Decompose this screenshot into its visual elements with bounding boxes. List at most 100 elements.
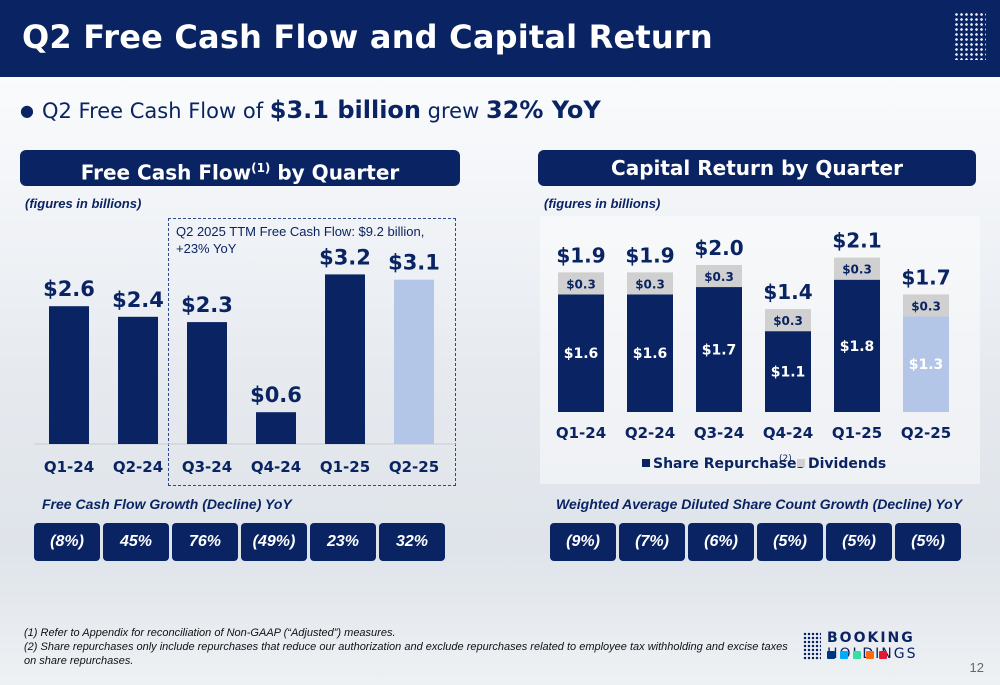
legend-dividends-label: Dividends — [808, 456, 886, 472]
dividend-value-label: $0.3 — [773, 314, 803, 328]
fcf-category-label: Q2-25 — [389, 458, 439, 476]
footnote-1: (1) Refer to Appendix for reconciliation… — [24, 627, 396, 639]
share-count-growth-row: (9%) (7%) (6%) (5%) (5%) (5%) — [550, 523, 961, 561]
growth-cell: (6%) — [688, 523, 754, 561]
total-value-label: $2.0 — [694, 236, 743, 260]
total-value-label: $1.7 — [901, 265, 950, 289]
fcf-bar-Q2-25 — [394, 279, 434, 444]
fcf-bar-Q4-24 — [256, 412, 296, 444]
dividend-value-label: $0.3 — [566, 277, 596, 291]
cr-category-label: Q1-25 — [832, 424, 882, 442]
legend-repurchases-swatch — [642, 459, 650, 467]
growth-cell: (8%) — [34, 523, 100, 561]
repurchase-value-label: $1.1 — [771, 365, 806, 381]
legend-repurchases-label: Share Repurchases — [653, 456, 805, 472]
fcf-value-label: $3.2 — [319, 245, 371, 269]
repurchase-bar-Q1-24 — [558, 294, 604, 412]
page-title: Q2 Free Cash Flow and Capital Return — [22, 18, 713, 56]
dividend-value-label: $0.3 — [842, 263, 872, 277]
brand-squares-icon — [827, 651, 887, 659]
fcf-bar-Q1-25 — [325, 274, 365, 444]
header-bar: Q2 Free Cash Flow and Capital Return — [0, 0, 1000, 77]
growth-cell: (5%) — [757, 523, 823, 561]
headline-bullet: ● Q2 Free Cash Flow of $3.1 billion grew … — [20, 96, 601, 124]
repurchase-bar-Q3-24 — [696, 287, 742, 412]
dividend-bar-Q1-25 — [834, 257, 880, 280]
dividend-value-label: $0.3 — [635, 277, 665, 291]
total-value-label: $1.9 — [625, 243, 674, 267]
logo-bold: BOOKING — [827, 630, 915, 646]
repurchase-bar-Q1-25 — [834, 279, 880, 412]
growth-cell: 76% — [172, 523, 238, 561]
dots-pattern-icon — [954, 12, 986, 60]
growth-cell: (49%) — [241, 523, 307, 561]
fcf-category-label: Q1-25 — [320, 458, 370, 476]
fcf-value-label: $0.6 — [250, 383, 302, 407]
fcf-title-text: Free Cash Flow — [80, 160, 252, 185]
footnote-2: (2) Share repurchases only include repur… — [24, 641, 788, 667]
bullet-icon: ● — [20, 101, 34, 120]
cr-category-label: Q2-25 — [901, 424, 951, 442]
logo-dot-grid-icon — [803, 632, 821, 660]
fcf-growth-row: (8%) 45% 76% (49%) 23% 32% — [34, 523, 445, 561]
booking-holdings-logo: BOOKING HOLDINGS — [803, 630, 988, 666]
cr-category-label: Q3-24 — [694, 424, 744, 442]
fcf-value-label: $2.4 — [112, 288, 164, 312]
growth-cell: 23% — [310, 523, 376, 561]
fcf-bar-Q2-24 — [118, 316, 158, 444]
cr-category-label: Q2-24 — [625, 424, 675, 442]
capital-return-stacked-chart: $1.6 $0.3 $1.9 Q1-24 $1.6 $0.3 $1.9 Q2-24 $1.7 $0… — [540, 216, 980, 484]
repurchase-bar-Q2-24 — [627, 294, 673, 412]
repurchase-value-label: $1.7 — [702, 343, 737, 359]
dividend-bar-Q2-25 — [903, 294, 949, 317]
page-number: 12 — [969, 660, 984, 675]
repurchase-value-label: $1.6 — [564, 346, 599, 362]
growth-cell: (5%) — [826, 523, 892, 561]
fcf-bar-Q1-24 — [49, 306, 89, 444]
fcf-title-suffix: by Quarter — [270, 160, 400, 185]
ttm-annotation: Q2 2025 TTM Free Cash Flow: $9.2 billion… — [176, 224, 425, 256]
growth-cell: 45% — [103, 523, 169, 561]
footnotes: (1) Refer to Appendix for reconciliation… — [24, 626, 794, 668]
fcf-value-label: $2.3 — [181, 293, 233, 317]
repurchase-value-label: $1.6 — [633, 346, 668, 362]
bullet-growth: 32% YoY — [485, 96, 601, 124]
legend-repurchases-sup: (2) — [779, 454, 792, 464]
cr-units-note: (figures in billions) — [544, 196, 661, 211]
ttm-dashed-box — [168, 218, 456, 486]
share-count-growth-label: Weighted Average Diluted Share Count Gro… — [556, 496, 963, 512]
fcf-panel-title: Free Cash Flow(1) by Quarter — [20, 150, 460, 186]
legend-dividends-swatch — [797, 459, 805, 467]
repurchase-value-label: $1.3 — [909, 357, 944, 373]
fcf-category-label: Q4-24 — [251, 458, 301, 476]
growth-cell: 32% — [379, 523, 445, 561]
fcf-bar-Q3-24 — [187, 322, 227, 444]
fcf-category-label: Q3-24 — [182, 458, 232, 476]
growth-cell: (7%) — [619, 523, 685, 561]
fcf-value-label: $2.6 — [43, 277, 95, 301]
dividend-bar-Q2-24 — [627, 272, 673, 295]
repurchase-value-label: $1.8 — [840, 339, 875, 355]
repurchase-bar-Q4-24 — [765, 331, 811, 412]
dividend-bar-Q3-24 — [696, 265, 742, 288]
fcf-category-label: Q2-24 — [113, 458, 163, 476]
bullet-middle: grew — [421, 99, 486, 123]
total-value-label: $1.4 — [763, 280, 812, 304]
growth-cell: (5%) — [895, 523, 961, 561]
dividend-bar-Q1-24 — [558, 272, 604, 295]
fcf-bar-chart: $2.6 Q1-24 $2.4 Q2-24 $2.3 Q3-24 $0.6 Q4-24 $3.2… — [34, 245, 456, 476]
dividend-value-label: $0.3 — [704, 270, 734, 284]
dividend-value-label: $0.3 — [911, 299, 941, 313]
fcf-growth-label: Free Cash Flow Growth (Decline) YoY — [42, 496, 292, 512]
fcf-category-label: Q1-24 — [44, 458, 94, 476]
fcf-value-label: $3.1 — [388, 251, 440, 275]
capital-return-panel-title: Capital Return by Quarter — [538, 150, 976, 186]
repurchase-bar-Q2-25 — [903, 316, 949, 412]
dividend-bar-Q4-24 — [765, 309, 811, 332]
total-value-label: $1.9 — [556, 243, 605, 267]
total-value-label: $2.1 — [832, 229, 881, 253]
bullet-prefix: Q2 Free Cash Flow of — [41, 99, 270, 123]
bullet-amount: $3.1 billion — [269, 96, 421, 124]
cr-category-label: Q1-24 — [556, 424, 606, 442]
fcf-title-sup: (1) — [251, 161, 271, 175]
